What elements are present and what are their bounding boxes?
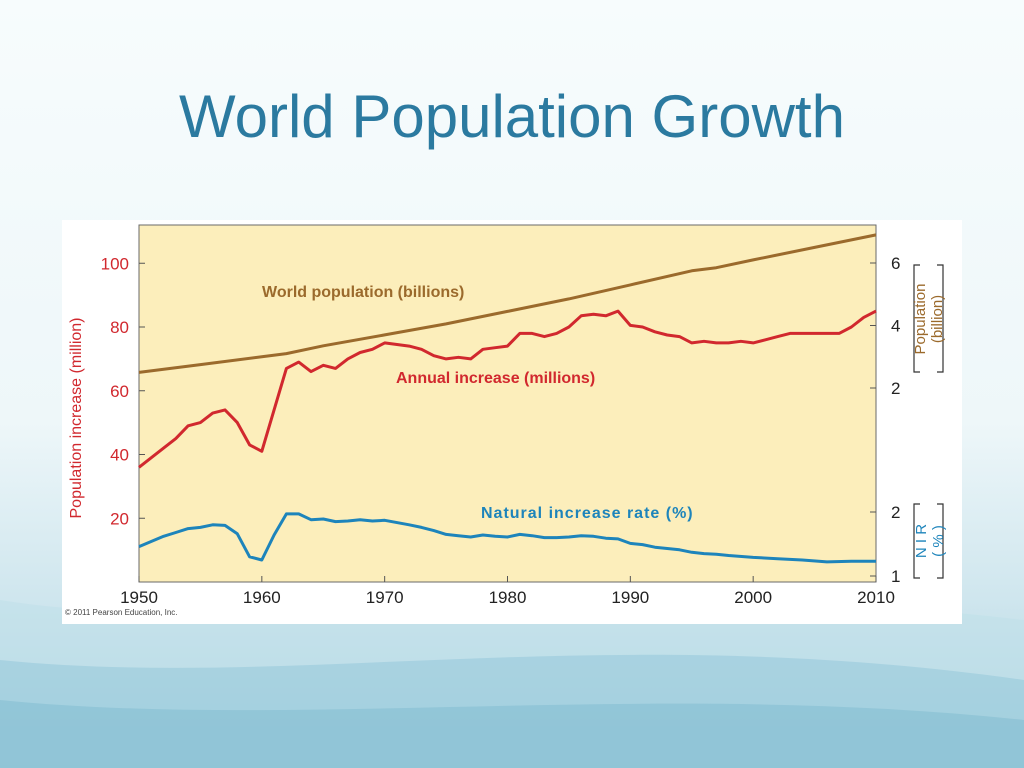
left-tick-label: 60 (110, 382, 129, 401)
x-tick-label: 1960 (243, 588, 281, 607)
left-tick-label: 80 (110, 318, 129, 337)
slide-title: World Population Growth (179, 83, 845, 150)
x-tick-label: 1970 (366, 588, 404, 607)
nir-tick-label: 2 (891, 503, 900, 522)
population-axis-title: Population (billion) (912, 264, 946, 373)
series-line-annual-increase (138, 309, 877, 469)
plot-area (138, 224, 877, 583)
population-tick-label: 4 (891, 317, 900, 336)
population-axis-title-line1: Population (912, 284, 929, 355)
nir-axis-title-line2: ( % ) (930, 525, 947, 557)
series-line-population (138, 233, 877, 374)
population-tick-label: 6 (891, 254, 900, 273)
population-tick-label: 2 (891, 379, 900, 398)
population-chart: 1950 1960 1970 1980 1990 2000 2010 20 40 60 80 100 2… (68, 224, 947, 607)
series-label-population: World population (billions) (262, 284, 464, 301)
copyright-notice: © 2011 Pearson Education, Inc. (65, 608, 178, 617)
x-tick-label: 1980 (489, 588, 527, 607)
left-tick-label: 100 (101, 254, 129, 273)
series-label-natural-increase-rate: Natural increase rate (%) (481, 505, 694, 522)
x-tick-label: 2000 (734, 588, 772, 607)
nir-tick-label: 1 (891, 567, 900, 586)
chart-panel: 1950 1960 1970 1980 1990 2000 2010 20 40 60 80 100 2… (62, 220, 962, 624)
x-tick-label: 2010 (857, 588, 895, 607)
x-tick-label: 1950 (120, 588, 158, 607)
population-axis-title-line2: (billion) (929, 295, 946, 343)
nir-axis-title-line1: N I R (913, 524, 930, 558)
series-line-natural-increase-rate (138, 512, 876, 564)
left-tick-label: 20 (110, 509, 129, 528)
nir-axis-title: N I R ( % ) (913, 503, 947, 579)
series-label-annual-increase: Annual increase (millions) (396, 370, 595, 387)
left-tick-label: 40 (110, 446, 129, 465)
x-tick-label: 1990 (611, 588, 649, 607)
left-axis-title: Population increase (million) (68, 318, 85, 519)
